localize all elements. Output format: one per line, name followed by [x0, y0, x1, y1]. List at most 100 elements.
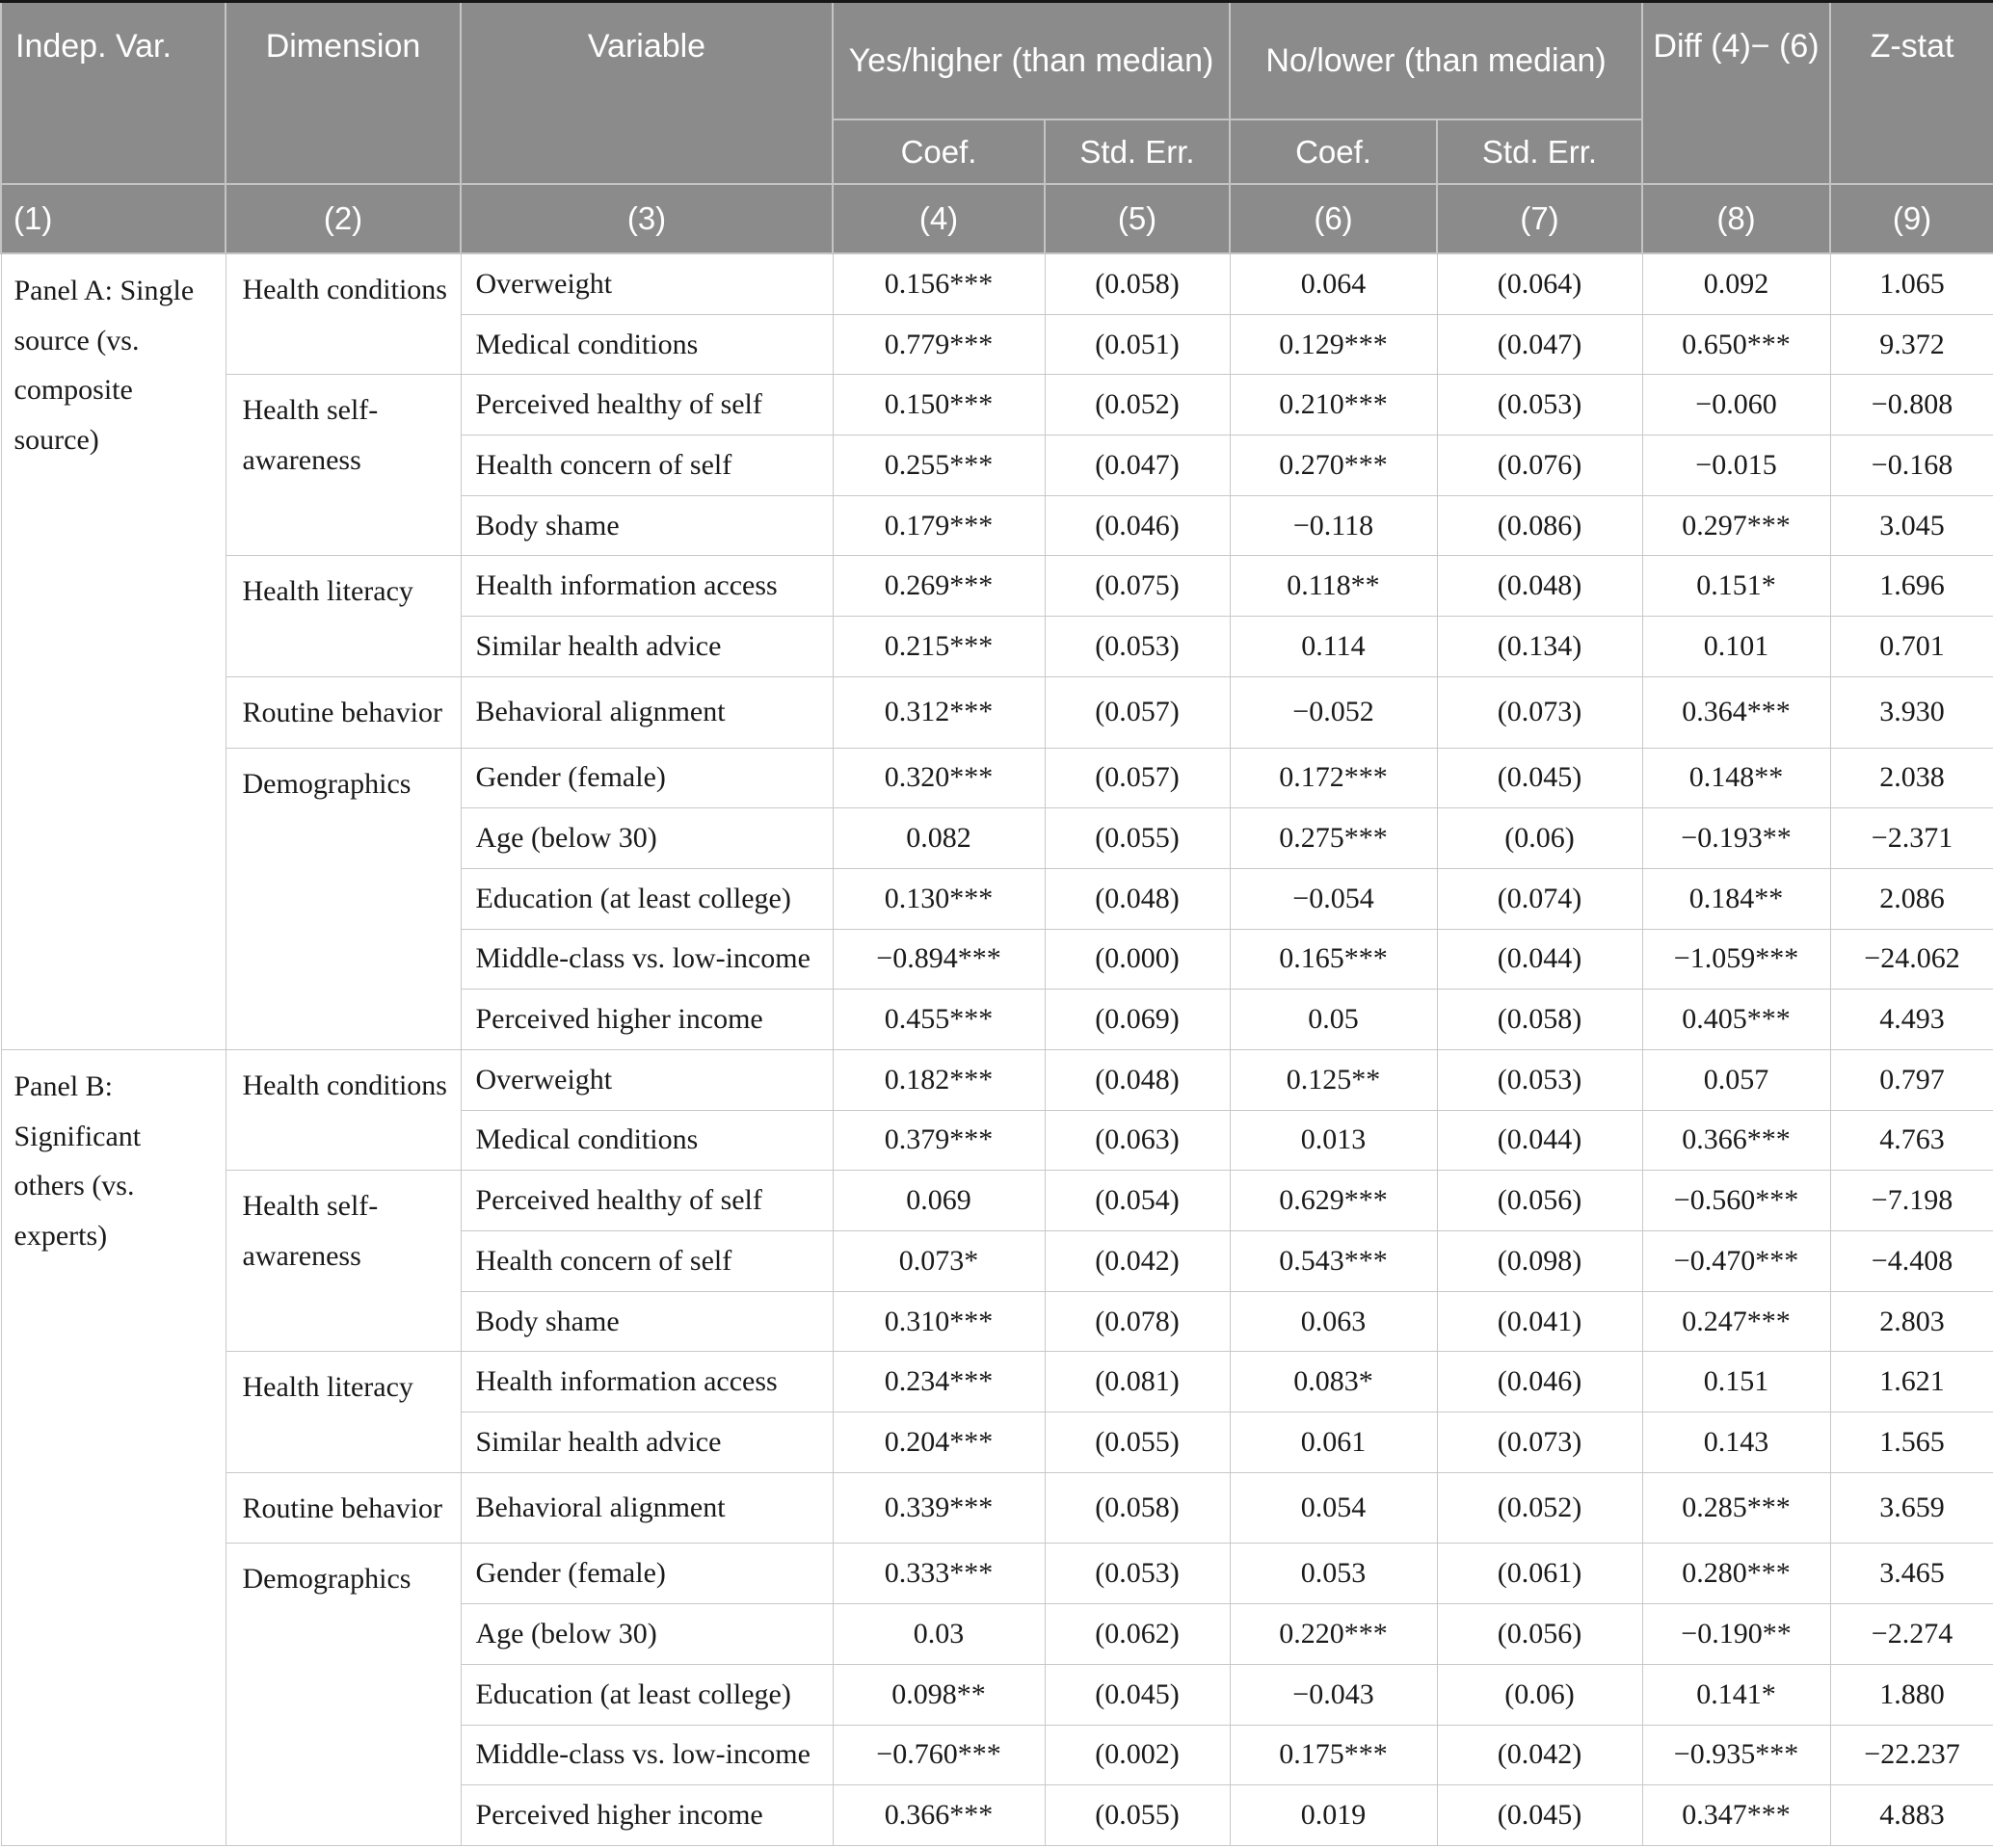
cell-stderr-no: (0.056) [1436, 1170, 1643, 1231]
table-row: Demographics Gender (female) 0.320*** (0.05… [1, 747, 1993, 1050]
cell-zstat: 3.930 [1829, 675, 1993, 749]
cell-stderr-no: (0.06) [1436, 1663, 1643, 1726]
table-row: Routine behavior Behavioral alignment 0.33… [1, 1471, 1993, 1544]
table-row: Age (below 30) 0.03 (0.062) 0.220*** (0.056)… [1, 1603, 1993, 1665]
cell-dimension: Routine behavior [225, 1471, 462, 1544]
cell-stderr-no: (0.045) [1436, 1784, 1643, 1846]
cell-stderr-yes: (0.051) [1044, 313, 1231, 376]
cell-stderr-yes: (0.063) [1044, 1109, 1231, 1172]
cell-stderr-no: (0.041) [1436, 1290, 1643, 1353]
cell-variable: Health information access [460, 555, 834, 618]
cell-stderr-yes: (0.062) [1044, 1603, 1231, 1665]
cell-diff: −0.193** [1641, 807, 1831, 869]
table-row: Body shame 0.310*** (0.078) 0.063 (0.041) 0.2… [1, 1290, 1993, 1353]
col-header-dimension: Dimension [225, 0, 462, 185]
cell-stderr-yes: (0.046) [1044, 494, 1231, 557]
cell-zstat: 2.803 [1829, 1290, 1993, 1353]
cell-variable: Gender (female) [460, 747, 834, 809]
cell-stderr-no: (0.06) [1436, 807, 1643, 869]
cell-variable: Age (below 30) [460, 807, 834, 869]
cell-coef-no: 0.275*** [1229, 807, 1438, 869]
cell-stderr-yes: (0.053) [1044, 616, 1231, 677]
cell-diff: 0.057 [1641, 1048, 1831, 1111]
table-row: Health literacy Health information access… [1, 1351, 1993, 1473]
cell-zstat: 1.565 [1829, 1412, 1993, 1473]
cell-coef-yes: 0.455*** [832, 989, 1046, 1050]
cell-stderr-no: (0.073) [1436, 675, 1643, 749]
cell-diff: 0.141* [1641, 1663, 1831, 1726]
cell-coef-yes: 0.082 [832, 807, 1046, 869]
cell-stderr-yes: (0.055) [1044, 1784, 1231, 1846]
table-row: Health self-awareness Perceived healthy o… [1, 374, 1993, 557]
table-body: Panel A: Single source (vs. composite so… [0, 252, 1993, 1846]
cell-stderr-yes: (0.002) [1044, 1724, 1231, 1786]
cell-dimension: Demographics [225, 747, 462, 1050]
cell-coef-yes: 0.069 [832, 1170, 1046, 1231]
cell-coef-no: −0.118 [1229, 494, 1438, 557]
cell-diff: −1.059*** [1641, 928, 1831, 990]
table-row: Similar health advice 0.215*** (0.053) 0.11… [1, 616, 1993, 677]
cell-stderr-yes: (0.042) [1044, 1230, 1231, 1292]
cell-zstat: −2.274 [1829, 1603, 1993, 1665]
subheader-coef-no: Coef. [1229, 119, 1438, 185]
cell-coef-no: 0.125** [1229, 1048, 1438, 1111]
table-row: Panel A: Single source (vs. composite so… [0, 252, 1993, 1050]
cell-stderr-no: (0.064) [1436, 252, 1643, 315]
cell-stderr-no: (0.046) [1436, 1351, 1643, 1413]
col-number-4: (4) [832, 183, 1046, 254]
cell-coef-yes: 0.215*** [832, 616, 1046, 677]
cell-stderr-yes: (0.047) [1044, 435, 1231, 496]
cell-coef-no: 0.013 [1229, 1109, 1438, 1172]
cell-coef-yes: 0.03 [832, 1603, 1046, 1665]
cell-diff: −0.935*** [1641, 1724, 1831, 1786]
cell-diff: 0.184** [1641, 867, 1831, 930]
cell-diff: 0.405*** [1641, 989, 1831, 1050]
cell-variable: Health information access [460, 1351, 834, 1413]
cell-stderr-yes: (0.048) [1044, 1048, 1231, 1111]
cell-coef-yes: 0.182*** [832, 1048, 1046, 1111]
col-number-7: (7) [1435, 183, 1644, 254]
table-row: Perceived higher income 0.366*** (0.055) 0.… [1, 1784, 1993, 1846]
cell-coef-yes: 0.779*** [832, 313, 1046, 376]
cell-stderr-no: (0.052) [1436, 1471, 1643, 1544]
cell-stderr-no: (0.086) [1436, 494, 1643, 557]
cell-stderr-no: (0.042) [1436, 1724, 1643, 1786]
cell-stderr-yes: (0.048) [1044, 867, 1231, 930]
cell-stderr-yes: (0.045) [1044, 1663, 1231, 1726]
cell-coef-no: 0.172*** [1229, 747, 1438, 809]
cell-zstat: −24.062 [1829, 928, 1993, 990]
cell-stderr-yes: (0.054) [1044, 1170, 1231, 1231]
table-row: Demographics Gender (female) 0.333*** (0.05… [1, 1543, 1993, 1846]
cell-variable: Middle-class vs. low-income [460, 1724, 834, 1786]
cell-diff: −0.060 [1641, 374, 1831, 436]
cell-zstat: 4.493 [1829, 989, 1993, 1050]
cell-variable: Behavioral alignment [460, 675, 834, 749]
cell-diff: 0.143 [1641, 1412, 1831, 1473]
cell-coef-yes: 0.312*** [832, 675, 1046, 749]
cell-stderr-no: (0.098) [1436, 1230, 1643, 1292]
header-row-groups: Indep. Var. Dimension Variable Yes/highe… [0, 0, 1993, 185]
subheader-coef-yes: Coef. [832, 119, 1046, 185]
col-number-6: (6) [1229, 183, 1438, 254]
cell-coef-yes: 0.310*** [832, 1290, 1046, 1353]
cell-zstat: 1.065 [1829, 252, 1993, 315]
table-row: Age (below 30) 0.082 (0.055) 0.275*** (0.06)… [1, 807, 1993, 869]
cell-variable: Similar health advice [460, 616, 834, 677]
cell-variable: Similar health advice [460, 1412, 834, 1473]
cell-coef-no: 0.063 [1229, 1290, 1438, 1353]
cell-zstat: 1.880 [1829, 1663, 1993, 1726]
cell-coef-yes: 0.130*** [832, 867, 1046, 930]
table-row: Similar health advice 0.204*** (0.055) 0.06… [1, 1412, 1993, 1473]
cell-variable: Middle-class vs. low-income [460, 928, 834, 990]
cell-diff: 0.364*** [1641, 675, 1831, 749]
cell-coef-no: −0.043 [1229, 1663, 1438, 1726]
cell-stderr-no: (0.044) [1436, 1109, 1643, 1172]
cell-coef-yes: 0.234*** [832, 1351, 1046, 1413]
cell-variable: Age (below 30) [460, 1603, 834, 1665]
cell-coef-no: 0.064 [1229, 252, 1438, 315]
table-row: Body shame 0.179*** (0.046) −0.118 (0.086) 0.… [1, 494, 1993, 557]
cell-coef-yes: 0.366*** [832, 1784, 1046, 1846]
cell-zstat: −22.237 [1829, 1724, 1993, 1786]
col-header-variable: Variable [460, 0, 834, 185]
